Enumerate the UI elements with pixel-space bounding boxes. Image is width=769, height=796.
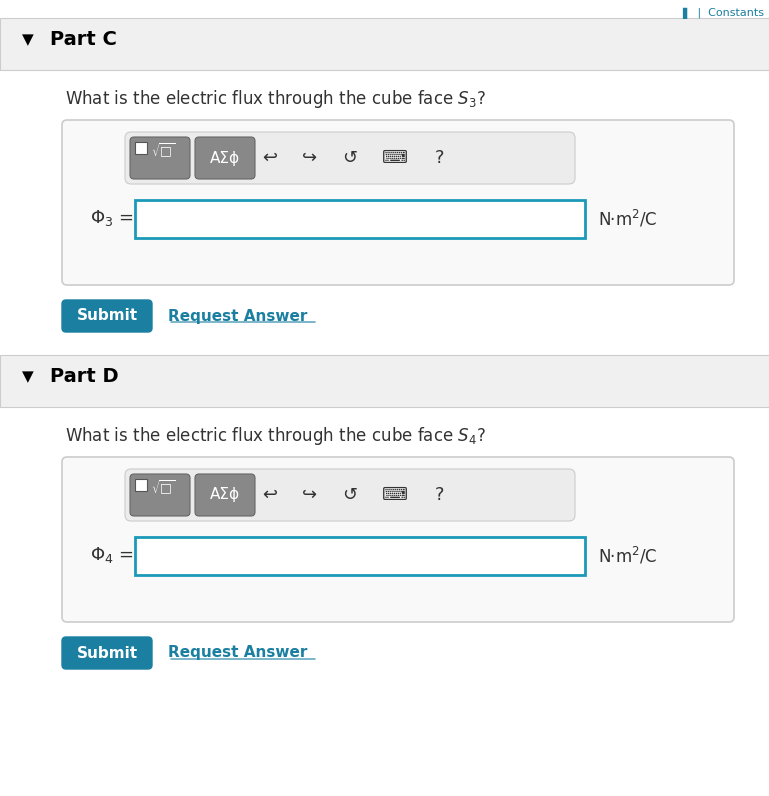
Text: ▌  |  Constants: ▌ | Constants [682, 8, 764, 19]
Text: N·m$^2$/C: N·m$^2$/C [598, 545, 657, 567]
Text: ▼: ▼ [22, 369, 34, 384]
Text: Request Answer: Request Answer [168, 646, 308, 661]
FancyBboxPatch shape [62, 120, 734, 285]
Bar [135, 537, 585, 575]
Text: Part C: Part C [50, 30, 117, 49]
Text: ?: ? [435, 149, 444, 167]
FancyBboxPatch shape [195, 137, 255, 179]
Text: ↩: ↩ [262, 149, 278, 167]
Bar [0, 18, 769, 70]
Bar [135, 142, 147, 154]
Text: $\Phi_4$ =: $\Phi_4$ = [90, 545, 134, 565]
FancyBboxPatch shape [195, 474, 255, 516]
Text: Request Answer: Request Answer [168, 309, 308, 323]
Text: ⌨: ⌨ [382, 486, 408, 504]
Text: ↺: ↺ [342, 149, 358, 167]
FancyBboxPatch shape [130, 137, 190, 179]
FancyBboxPatch shape [62, 637, 152, 669]
Text: N·m$^2$/C: N·m$^2$/C [598, 209, 657, 229]
Text: ▼: ▼ [22, 32, 34, 47]
Text: $\sqrt{□}$: $\sqrt{□}$ [151, 142, 175, 160]
Bar [0, 355, 769, 407]
Text: AΣϕ: AΣϕ [210, 150, 240, 166]
Text: ↩: ↩ [262, 486, 278, 504]
Text: Part D: Part D [50, 367, 118, 386]
Text: ↪: ↪ [302, 149, 318, 167]
FancyBboxPatch shape [125, 132, 575, 184]
FancyBboxPatch shape [62, 300, 152, 332]
Text: ↺: ↺ [342, 486, 358, 504]
Text: ?: ? [435, 486, 444, 504]
Text: AΣϕ: AΣϕ [210, 487, 240, 502]
Text: ↪: ↪ [302, 486, 318, 504]
Text: $\Phi_3$ =: $\Phi_3$ = [90, 208, 134, 228]
Text: Submit: Submit [76, 646, 138, 661]
Bar [135, 200, 585, 238]
FancyBboxPatch shape [62, 457, 734, 622]
Text: ⌨: ⌨ [382, 149, 408, 167]
Text: $\sqrt{□}$: $\sqrt{□}$ [151, 479, 175, 498]
Text: What is the electric flux through the cube face $S_4$?: What is the electric flux through the cu… [65, 425, 486, 447]
Text: What is the electric flux through the cube face $S_3$?: What is the electric flux through the cu… [65, 88, 486, 110]
Text: Submit: Submit [76, 309, 138, 323]
FancyBboxPatch shape [125, 469, 575, 521]
FancyBboxPatch shape [130, 474, 190, 516]
Bar [135, 479, 147, 491]
